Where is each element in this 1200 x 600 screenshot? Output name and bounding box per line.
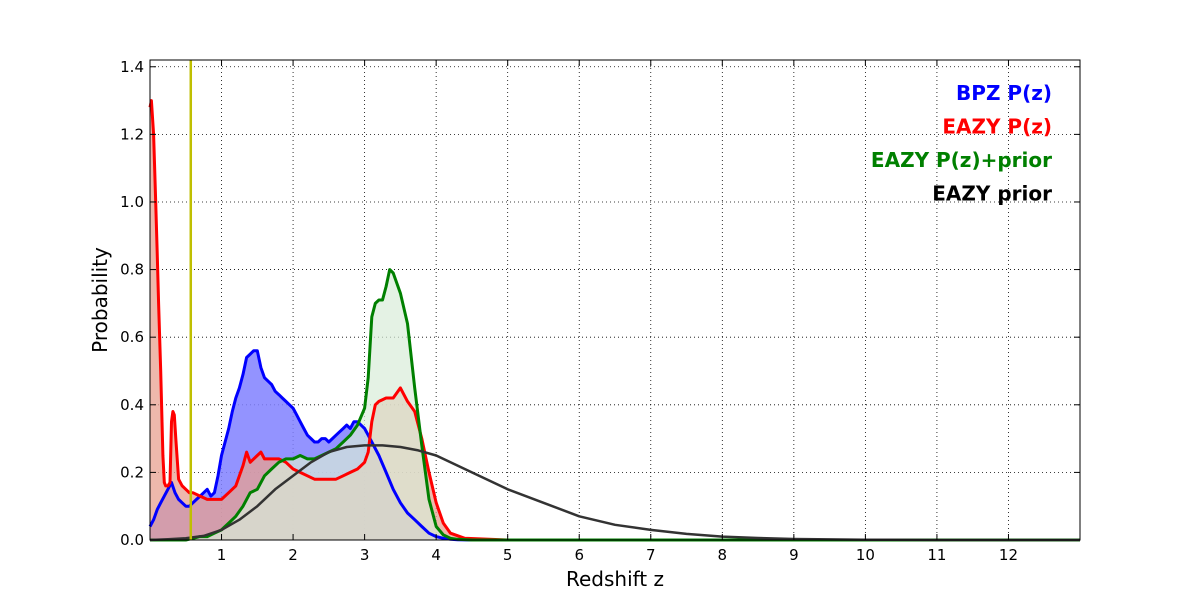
x-tick-label: 6 (574, 546, 584, 564)
series-line-2 (150, 268, 1080, 542)
x-tick-label: 8 (718, 546, 728, 564)
y-axis-label: Probability (88, 247, 112, 353)
x-tick-label: 4 (431, 546, 441, 564)
series-fills (150, 100, 1080, 540)
legend-entry: EAZY P(z) (942, 115, 1052, 139)
x-tick-label: 7 (646, 546, 656, 564)
y-tick-label: 1.4 (120, 58, 144, 76)
y-tick-label: 0.8 (120, 261, 144, 279)
y-tick-label: 1.2 (120, 125, 144, 143)
legend-entry: BPZ P(z) (956, 81, 1052, 105)
x-tick-label: 11 (927, 546, 946, 564)
x-tick-label: 1 (217, 546, 227, 564)
legend: BPZ P(z) EAZY P(z) EAZY P(z)+prior EAZY pri… (871, 81, 1052, 206)
legend-entry: EAZY prior (932, 182, 1052, 206)
x-tick-label: 2 (288, 546, 298, 564)
x-axis-label: Redshift z (566, 567, 664, 591)
y-tick-label: 0.0 (120, 531, 144, 549)
legend-entry: EAZY P(z)+prior (871, 148, 1052, 172)
series-line-3 (149, 444, 1080, 542)
series-line-1 (148, 99, 1080, 542)
plot-frame (149, 59, 1081, 541)
y-tick-label: 0.4 (120, 396, 144, 414)
x-tick-label: 12 (999, 546, 1018, 564)
x-tick-label: 3 (360, 546, 370, 564)
x-tick-label: 10 (856, 546, 875, 564)
x-tick-label: 9 (789, 546, 799, 564)
x-tick-label: 5 (503, 546, 513, 564)
series-lines (148, 99, 1080, 542)
ticks: 1 2 3 4 5 6 7 8 9 10 11 120.00.20.40.60.81.01.21.4 (120, 58, 1080, 564)
series-line-0 (148, 349, 1080, 542)
series-fill-2 (150, 269, 1080, 540)
y-tick-label: 0.6 (120, 328, 144, 346)
y-tick-label: 0.2 (120, 463, 144, 481)
y-tick-label: 1.0 (120, 193, 144, 211)
